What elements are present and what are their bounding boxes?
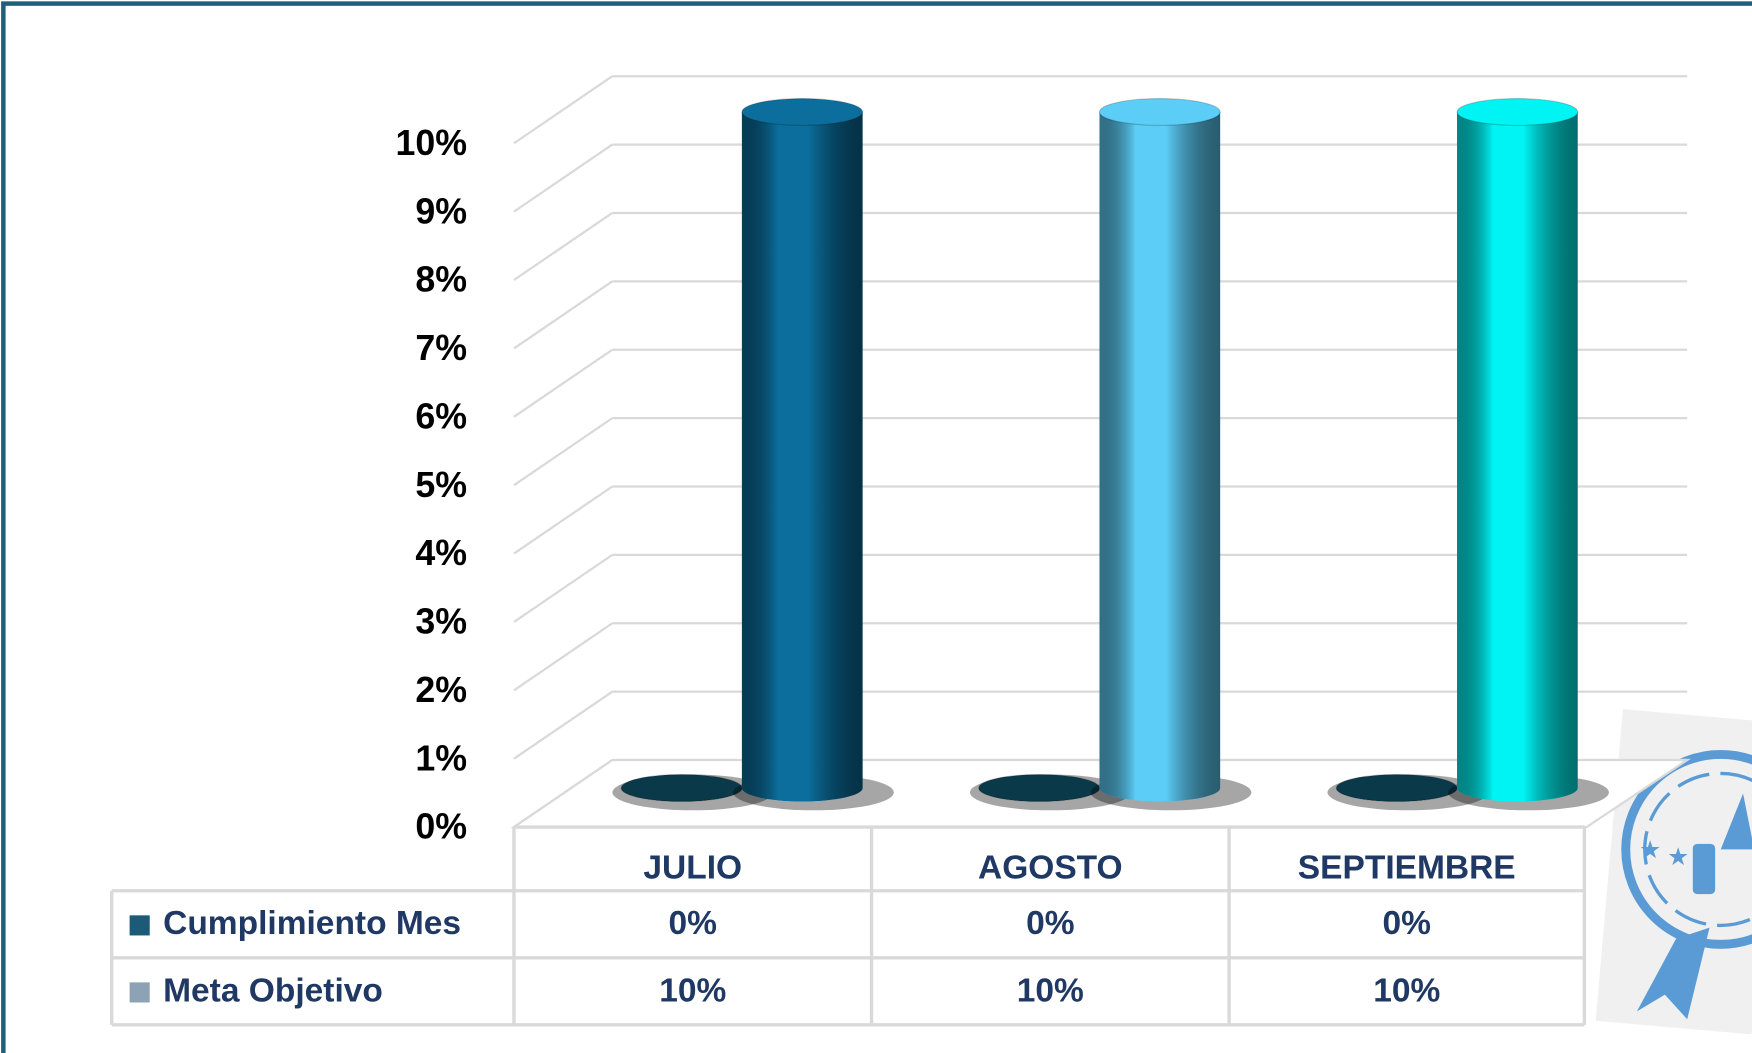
y-tick-label: 3%	[415, 602, 467, 642]
data-label: 10%	[659, 972, 726, 1009]
bar	[1456, 97, 1579, 802]
data-label: 10%	[1017, 972, 1084, 1009]
x-tick-label: JULIO	[643, 849, 742, 886]
y-tick-label: 8%	[415, 260, 467, 300]
y-tick-label: 2%	[415, 670, 467, 710]
data-label: 0%	[1026, 905, 1074, 942]
y-tick-label: 4%	[415, 533, 467, 573]
data-table	[110, 825, 1587, 1027]
legend-label: Meta Objetivo	[163, 972, 383, 1009]
y-tick-label: 5%	[415, 465, 467, 505]
y-tick-label: 10%	[395, 123, 467, 163]
data-label: 0%	[669, 905, 717, 942]
bar	[1098, 97, 1221, 802]
y-tick-label: 0%	[415, 807, 467, 847]
x-tick-label: AGOSTO	[978, 849, 1123, 886]
bar	[978, 773, 1101, 802]
svg-text:★: ★	[1667, 844, 1689, 871]
badge-icon: ★ ★	[1595, 709, 1752, 1035]
legend-swatch	[129, 915, 150, 936]
y-tick-label: 6%	[415, 396, 467, 436]
y-tick-label: 1%	[415, 738, 467, 778]
svg-text:★: ★	[1639, 837, 1661, 864]
x-tick-label: SEPTIEMBRE	[1298, 849, 1516, 886]
y-tick-label: 9%	[415, 191, 467, 231]
bar	[741, 97, 864, 802]
grid-line	[513, 75, 1688, 145]
data-label: 0%	[1383, 905, 1431, 942]
legend-label: Cumplimiento Mes	[163, 905, 461, 942]
bar	[1335, 773, 1458, 802]
data-label: 10%	[1373, 972, 1440, 1009]
legend-swatch	[129, 982, 150, 1003]
y-tick-label: 7%	[415, 328, 467, 368]
bar	[620, 773, 743, 802]
